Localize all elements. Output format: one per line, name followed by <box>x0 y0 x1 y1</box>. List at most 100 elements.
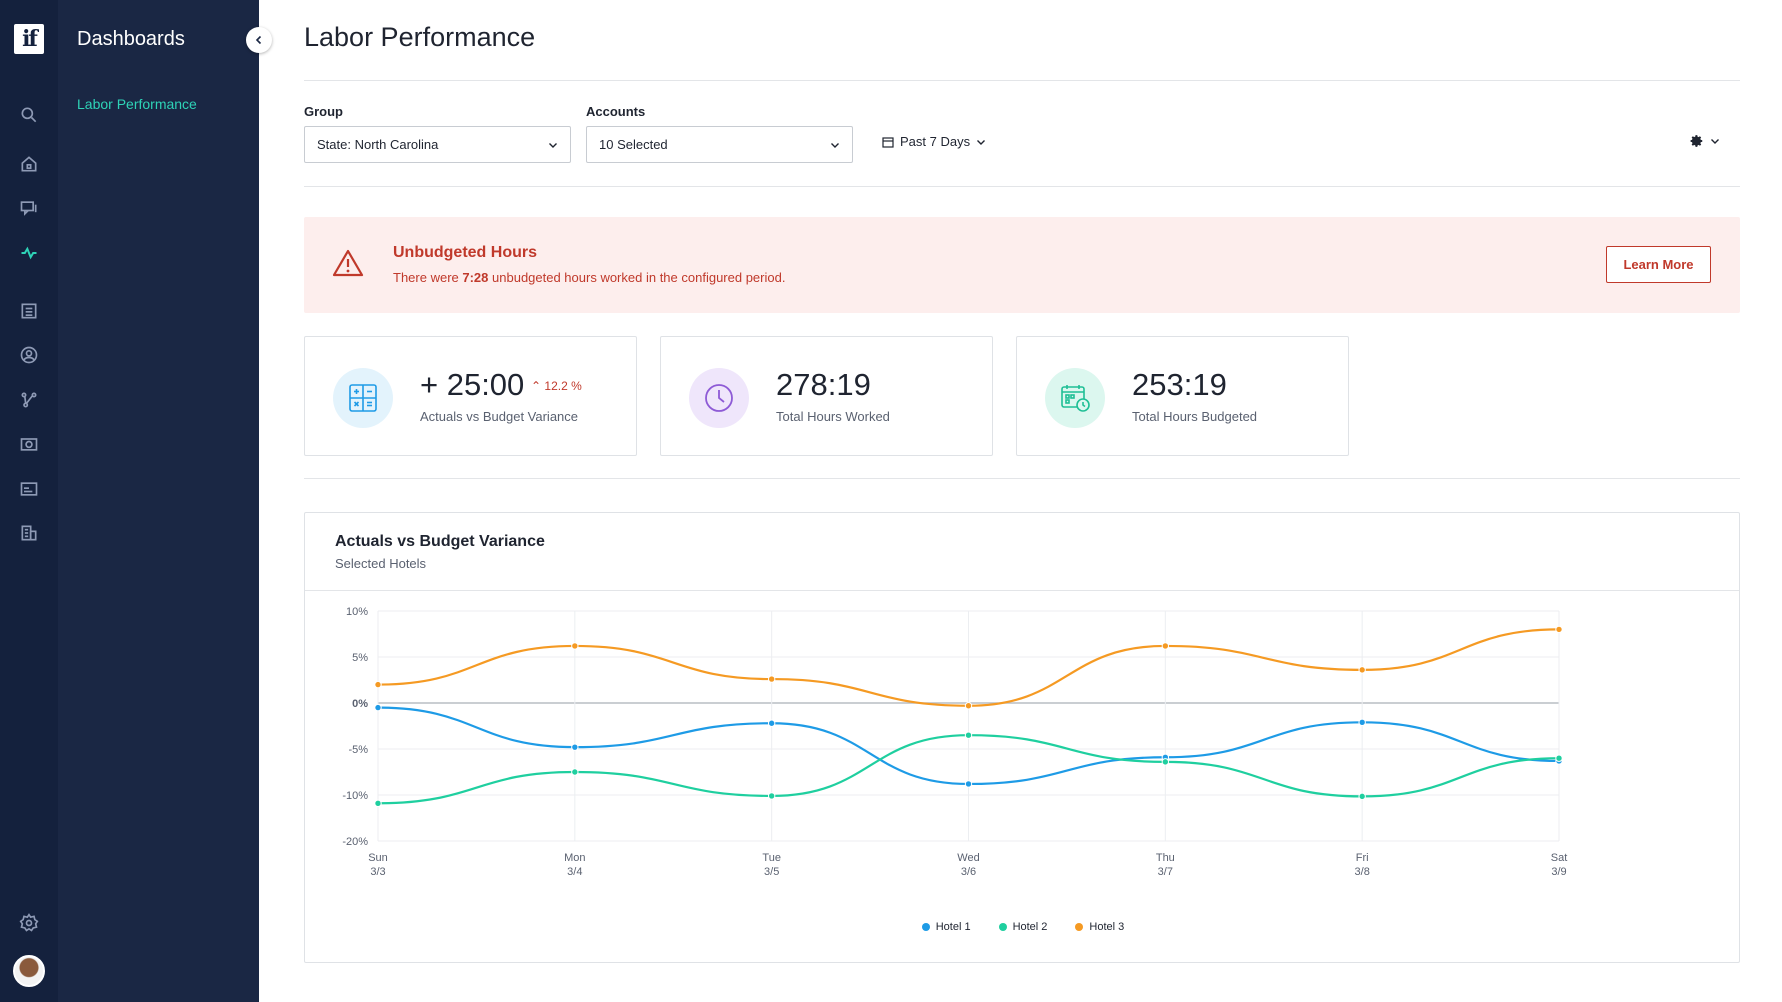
x-tick-label: Thu <box>1156 852 1175 864</box>
search-icon[interactable] <box>17 103 41 127</box>
data-point-hotel-1 <box>964 780 973 788</box>
variance-value: + 25:00 <box>420 367 525 402</box>
group-select[interactable]: State: North Carolina <box>304 126 571 163</box>
settings-icon[interactable] <box>17 911 41 935</box>
calculator-icon <box>333 368 393 428</box>
icon-rail: if <box>0 0 58 1002</box>
data-point-hotel-1 <box>1358 718 1366 727</box>
nav-title: Dashboards <box>77 28 185 50</box>
settings-dropdown[interactable] <box>1690 134 1720 148</box>
list-icon[interactable] <box>17 299 41 323</box>
data-point-hotel-2 <box>374 799 382 807</box>
calendar-icon <box>882 136 894 148</box>
data-point-hotel-3 <box>571 642 579 650</box>
data-point-hotel-1 <box>374 703 382 712</box>
x-tick-date: 3/7 <box>1158 866 1173 878</box>
home-icon[interactable] <box>17 152 41 176</box>
variance-delta: ⌃ 12.2 % <box>531 379 582 393</box>
y-tick-label: -5% <box>348 744 368 756</box>
legend-dot <box>921 923 930 931</box>
chart-subtitle: Selected Hotels <box>335 556 427 571</box>
hours-worked-label: Total Hours Worked <box>776 409 890 424</box>
stat-card-variance: + 25:00 ⌃ 12.2 % Actuals vs Budget Varia… <box>304 336 637 456</box>
hours-budgeted-value: 253:19 <box>1132 367 1227 402</box>
data-point-hotel-3 <box>1358 666 1366 674</box>
data-point-hotel-3 <box>1555 625 1563 634</box>
sidebar-nav: Dashboards Labor Performance <box>58 0 259 1002</box>
legend-item-hotel-1[interactable]: Hotel 1 <box>921 921 971 933</box>
trend-up-icon: ⌃ <box>531 379 542 393</box>
hours-budgeted-label: Total Hours Budgeted <box>1132 409 1258 424</box>
x-tick-date: 3/9 <box>1551 866 1566 878</box>
accounts-select-value: 10 Selected <box>599 137 668 152</box>
data-point-hotel-2 <box>1555 754 1563 762</box>
x-tick-date: 3/8 <box>1355 866 1370 878</box>
app-logo[interactable]: if <box>14 24 44 54</box>
accounts-label: Accounts <box>586 104 646 119</box>
avatar[interactable] <box>13 955 45 987</box>
divider <box>304 478 1740 479</box>
legend-label: Hotel 3 <box>1089 921 1125 933</box>
camera-icon[interactable] <box>17 432 41 456</box>
x-tick-label: Tue <box>762 852 781 864</box>
sidebar-item-labor-performance[interactable]: Labor Performance <box>77 96 197 112</box>
data-point-hotel-2 <box>1358 792 1366 801</box>
unbudgeted-hours-alert: Unbudgeted Hours There were 7:28 unbudge… <box>304 217 1740 313</box>
date-range-label: Past 7 Days <box>900 134 971 149</box>
chevron-down-icon <box>831 142 839 148</box>
legend-label: Hotel 2 <box>1012 921 1048 933</box>
learn-more-button[interactable]: Learn More <box>1606 246 1711 283</box>
group-label: Group <box>304 104 343 119</box>
data-point-hotel-3 <box>964 702 973 710</box>
legend-dot <box>998 923 1007 931</box>
chevron-down-icon <box>1711 139 1719 144</box>
data-point-hotel-3 <box>374 680 382 689</box>
hours-worked-value: 278:19 <box>776 367 871 402</box>
variance-line-chart: 10% 5% 0% -5% -10% -20%Sun 3/3 Mon 3/4 Tue 3/5 Wed 3… <box>342 606 1568 878</box>
data-point-hotel-1 <box>571 743 579 751</box>
variance-label: Actuals vs Budget Variance <box>420 409 579 424</box>
data-point-hotel-3 <box>767 675 776 683</box>
data-point-hotel-2 <box>767 792 776 800</box>
chart-legend: Hotel 1 Hotel 2 Hotel 3 <box>305 921 1741 933</box>
x-tick-label: Sun <box>368 852 388 864</box>
date-range-dropdown[interactable]: Past 7 Days <box>882 134 986 149</box>
x-tick-date: 3/5 <box>764 866 779 878</box>
page-title: Labor Performance <box>304 22 536 52</box>
network-icon[interactable] <box>17 388 41 412</box>
legend-item-hotel-2[interactable]: Hotel 2 <box>998 921 1048 933</box>
y-tick-label: 0% <box>352 698 368 710</box>
chevron-down-icon <box>977 139 986 145</box>
unbudgeted-hours-value: 7:28 <box>462 270 489 285</box>
divider <box>304 186 1740 187</box>
x-tick-label: Wed <box>957 852 979 864</box>
card-icon[interactable] <box>17 477 41 501</box>
warning-icon <box>332 249 364 282</box>
chart-title: Actuals vs Budget Variance <box>335 533 545 550</box>
data-point-hotel-2 <box>964 731 973 739</box>
data-point-hotel-2 <box>1161 758 1170 766</box>
legend-item-hotel-3[interactable]: Hotel 3 <box>1075 921 1124 933</box>
calendar-clock-icon <box>1045 368 1105 428</box>
x-tick-date: 3/4 <box>567 866 582 878</box>
x-tick-label: Mon <box>564 852 585 864</box>
legend-dot <box>1075 923 1084 931</box>
x-tick-date: 3/3 <box>370 866 385 878</box>
accounts-select[interactable]: 10 Selected <box>586 126 853 163</box>
chevron-down-icon <box>549 142 557 148</box>
user-icon[interactable] <box>17 343 41 367</box>
collapse-sidebar-button[interactable] <box>246 27 272 53</box>
y-tick-label: -20% <box>342 836 368 848</box>
divider <box>304 80 1740 81</box>
divider <box>305 590 1739 591</box>
x-tick-date: 3/6 <box>961 866 976 878</box>
building-icon[interactable] <box>17 521 41 545</box>
gear-icon <box>1690 135 1703 147</box>
chat-icon[interactable] <box>17 196 41 220</box>
alert-title: Unbudgeted Hours <box>393 244 537 261</box>
chevron-left-icon <box>255 35 262 45</box>
y-tick-label: 5% <box>352 652 368 664</box>
pulse-icon[interactable] <box>17 241 41 265</box>
alert-message: There were 7:28 unbudgeted hours worked … <box>393 270 786 285</box>
x-tick-label: Sat <box>1551 852 1568 864</box>
